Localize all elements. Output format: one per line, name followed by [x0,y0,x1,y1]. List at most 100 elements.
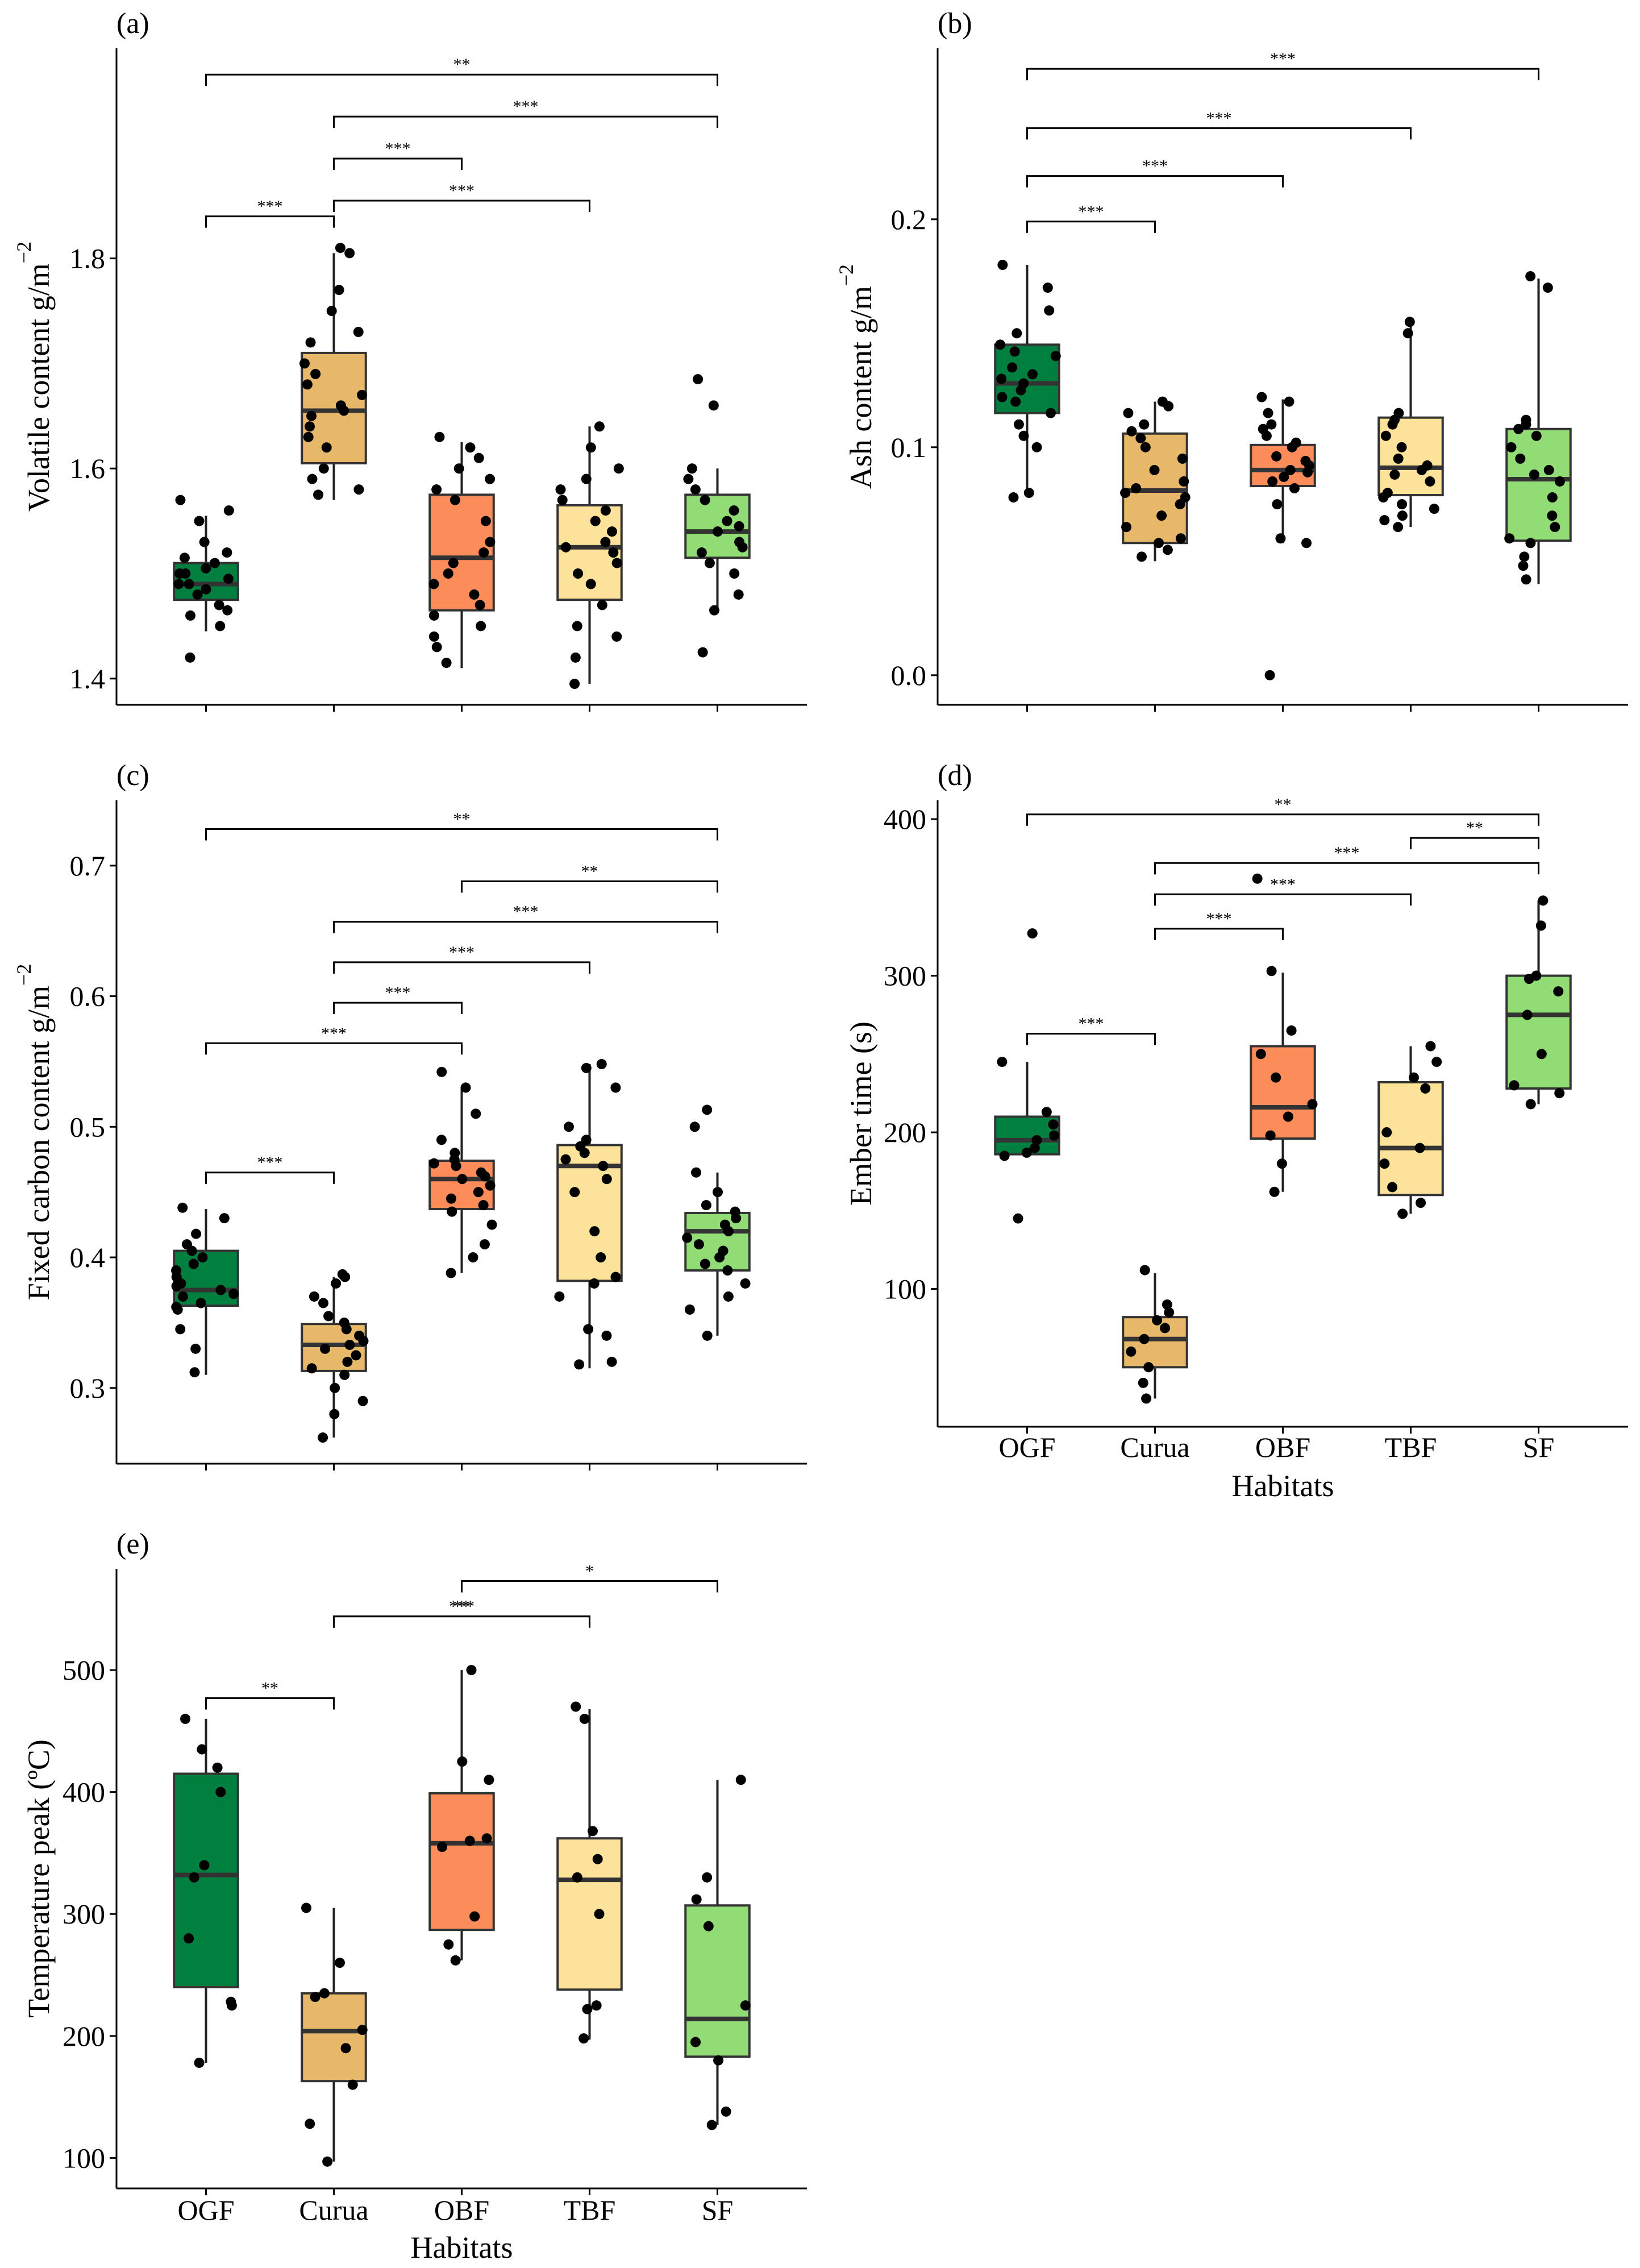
significance-label: *** [1079,1014,1104,1033]
data-point [722,1265,733,1276]
data-point [697,647,708,658]
data-point [729,568,740,579]
data-point [1518,560,1529,571]
data-point [222,605,233,616]
y-tick-label: 0.4 [70,1241,106,1273]
data-point [357,1395,368,1406]
data-point [1408,1072,1419,1083]
box-obf [1250,873,1318,1197]
data-point [1275,533,1286,544]
data-point [702,1330,713,1341]
data-point [606,526,617,537]
data-point [560,542,571,553]
data-point [189,1872,199,1883]
data-point [1271,451,1282,462]
data-point [1425,476,1435,487]
data-point [175,1324,186,1335]
y-tick-label: 500 [63,1654,105,1686]
data-point [1267,476,1278,487]
data-point [1265,1130,1276,1141]
data-point [1382,488,1393,499]
data-point [184,1933,194,1944]
data-point [478,1200,489,1211]
data-point [718,1245,729,1256]
panel-d: 100 200 300 400 OGF Curua OBF TBF SF Habitats Embe… [844,759,1628,1503]
data-point [1018,378,1029,389]
data-point [1425,1041,1436,1052]
data-point [729,505,739,516]
data-point [305,337,316,348]
data-point [485,473,496,484]
data-point [592,1854,603,1864]
significance-label: ** [453,810,471,829]
panel-b: 0.0 0.1 0.2 Ash content g/m−2 (b) *** *** *** **… [835,7,1628,712]
significance-bracket: *** [205,1024,463,1055]
data-point [428,579,439,589]
data-point [179,553,190,563]
data-point [1509,1080,1520,1091]
y-tick-label: 400 [63,1776,105,1808]
y-tick-label: 1.4 [70,663,106,695]
data-point [334,285,344,296]
data-point [321,442,332,453]
panel-label: (e) [116,1528,149,1560]
significance-bracket: *** [1026,157,1284,188]
data-point [464,1835,475,1846]
data-point [471,1108,481,1119]
x-tick-label-obf: OBF [434,2194,489,2226]
bracket-line [1026,127,1412,140]
data-point [215,621,226,632]
data-point [1139,419,1150,430]
data-point [190,1343,201,1354]
y-axis-title: Ember time (s) [844,1021,878,1206]
box-obf [1250,392,1316,680]
box-sf [683,374,751,658]
data-point [1160,1323,1171,1334]
significance-bracket: *** [1154,909,1284,940]
data-point [1012,328,1022,339]
data-point [335,243,346,254]
significance-label: *** [1206,909,1232,928]
data-point [997,392,1008,402]
data-point [485,1180,496,1191]
data-point [581,1135,592,1145]
bracket-line [205,828,718,841]
data-point [691,1167,702,1178]
data-point [450,1955,461,1966]
data-point [305,421,315,432]
data-point [1131,483,1142,494]
data-point [589,1226,600,1237]
data-point [318,1432,328,1443]
significance-bracket: * [461,1561,718,1593]
data-point [1041,1107,1052,1118]
data-point [1140,442,1151,452]
data-point [613,463,624,474]
significance-bracket: *** [333,943,590,974]
data-point [460,1082,471,1093]
data-point [447,1206,457,1217]
data-point [1286,1025,1297,1036]
y-tick-label: 100 [884,1273,926,1305]
data-point [693,374,704,385]
data-point [1397,510,1408,521]
data-point [690,484,701,495]
data-point [340,2043,351,2054]
data-point [215,1787,226,1797]
data-point [1269,1186,1280,1197]
data-point [1307,1099,1318,1110]
data-point [194,516,205,526]
data-point [1515,453,1526,464]
x-tick-label-obf: OBF [1255,1431,1310,1463]
data-point [1177,453,1188,464]
data-point [436,1135,447,1145]
data-point [465,442,476,453]
data-point [1531,430,1542,441]
significance-bracket: ** [1026,795,1539,826]
data-point [449,1148,460,1158]
data-point [457,1756,468,1767]
box-curua [301,1269,369,1443]
data-point [1138,1377,1148,1388]
data-point [723,1291,734,1302]
data-point [1139,1265,1150,1276]
